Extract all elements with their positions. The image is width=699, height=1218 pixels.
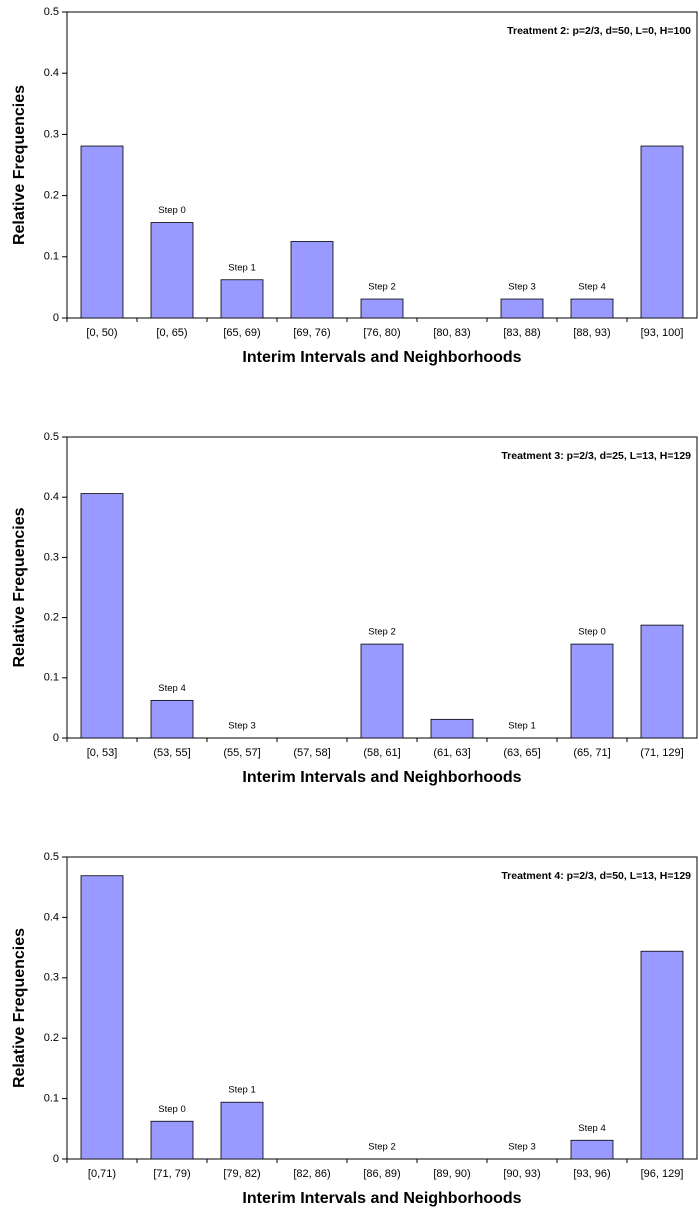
bar xyxy=(150,222,194,319)
bar-label: Step 3 xyxy=(228,721,255,732)
bar-label: Step 4 xyxy=(158,683,185,694)
y-tick-label: 0 xyxy=(53,732,59,744)
bar xyxy=(220,1101,264,1160)
x-tick-label: [86, 89) xyxy=(363,1168,400,1180)
x-tick-label: [0, 65) xyxy=(156,327,187,339)
bar xyxy=(570,643,614,739)
x-tick-label: [0, 53] xyxy=(87,747,118,759)
y-tick-label: 0.3 xyxy=(44,128,59,140)
y-tick-label: 0.5 xyxy=(44,431,59,443)
bar xyxy=(360,643,404,739)
bar xyxy=(570,298,614,319)
bar-label: Step 3 xyxy=(508,282,535,293)
bar-label: Step 0 xyxy=(158,1104,185,1115)
y-axis-title: Relative Frequencies xyxy=(11,928,28,1088)
y-tick-label: 0.4 xyxy=(44,67,59,79)
bar xyxy=(430,718,474,739)
bar xyxy=(360,298,404,319)
chart-title: Treatment 2: p=2/3, d=50, L=0, H=100 xyxy=(507,25,691,37)
bar xyxy=(500,298,544,319)
bar xyxy=(290,241,334,319)
bar xyxy=(150,1120,194,1160)
y-tick-label: 0.2 xyxy=(44,190,59,202)
y-tick-label: 0 xyxy=(53,1153,59,1165)
x-tick-label: [83, 88) xyxy=(503,327,540,339)
x-tick-label: (58, 61] xyxy=(363,747,400,759)
x-tick-label: (53, 55] xyxy=(153,747,190,759)
bar-label: Step 0 xyxy=(158,205,185,216)
bar xyxy=(80,493,124,739)
x-tick-label: [80, 83) xyxy=(433,327,470,339)
x-tick-label: [76, 80) xyxy=(363,327,400,339)
y-axis-title: Relative Frequencies xyxy=(11,85,28,245)
x-tick-label: [93, 96) xyxy=(573,1168,610,1180)
bar xyxy=(80,145,124,319)
x-tick-label: [0,71) xyxy=(88,1168,116,1180)
bar-label: Step 4 xyxy=(578,1123,605,1134)
x-tick-label: (63, 65] xyxy=(503,747,540,759)
x-axis-title: Interim Intervals and Neighborhoods xyxy=(242,769,521,786)
x-tick-label: [65, 69) xyxy=(223,327,260,339)
bar-label: Step 0 xyxy=(578,627,605,638)
y-axis-title: Relative Frequencies xyxy=(11,507,28,667)
chart-title: Treatment 3: p=2/3, d=25, L=13, H=129 xyxy=(501,450,691,462)
plot-area xyxy=(66,856,698,1160)
bar xyxy=(150,699,194,739)
bar-label: Step 3 xyxy=(508,1142,535,1153)
y-tick-label: 0.3 xyxy=(44,972,59,984)
y-tick-label: 0 xyxy=(53,312,59,324)
y-tick-label: 0.2 xyxy=(44,1032,59,1044)
bar-label: Step 2 xyxy=(368,627,395,638)
y-tick-label: 0.5 xyxy=(44,851,59,863)
x-tick-label: [79, 82) xyxy=(223,1168,260,1180)
x-axis-title: Interim Intervals and Neighborhoods xyxy=(242,349,521,366)
bar xyxy=(80,875,124,1160)
y-tick-label: 0.1 xyxy=(44,251,59,263)
bar-label: Step 1 xyxy=(228,1085,255,1096)
y-tick-label: 0.1 xyxy=(44,672,59,684)
bar xyxy=(570,1139,614,1160)
bar xyxy=(640,950,684,1160)
bar-label: Step 1 xyxy=(228,262,255,273)
y-tick-label: 0.4 xyxy=(44,911,59,923)
x-tick-label: [71, 79) xyxy=(153,1168,190,1180)
bar xyxy=(640,145,684,319)
bar-label: Step 2 xyxy=(368,282,395,293)
bar-label: Step 1 xyxy=(508,721,535,732)
y-tick-label: 0.4 xyxy=(44,491,59,503)
x-tick-label: [96, 129] xyxy=(641,1168,684,1180)
x-tick-label: [69, 76) xyxy=(293,327,330,339)
bar-label: Step 2 xyxy=(368,1142,395,1153)
x-tick-label: (65, 71] xyxy=(573,747,610,759)
x-tick-label: [0, 50) xyxy=(86,327,117,339)
x-tick-label: [88, 93) xyxy=(573,327,610,339)
x-tick-label: [93, 100] xyxy=(641,327,684,339)
x-tick-label: [90, 93) xyxy=(503,1168,540,1180)
bar xyxy=(220,279,264,319)
y-tick-label: 0.2 xyxy=(44,612,59,624)
x-tick-label: (55, 57] xyxy=(223,747,260,759)
x-tick-label: (71, 129] xyxy=(640,747,683,759)
bar xyxy=(640,624,684,739)
x-tick-label: [82, 86) xyxy=(293,1168,330,1180)
chart-title: Treatment 4: p=2/3, d=50, L=13, H=129 xyxy=(501,870,691,882)
x-tick-label: (57, 58] xyxy=(293,747,330,759)
y-tick-label: 0.1 xyxy=(44,1093,59,1105)
y-tick-label: 0.3 xyxy=(44,551,59,563)
x-tick-label: (61, 63] xyxy=(433,747,470,759)
x-tick-label: [89, 90) xyxy=(433,1168,470,1180)
x-axis-title: Interim Intervals and Neighborhoods xyxy=(242,1190,521,1207)
bar-label: Step 4 xyxy=(578,282,605,293)
y-tick-label: 0.5 xyxy=(44,6,59,18)
